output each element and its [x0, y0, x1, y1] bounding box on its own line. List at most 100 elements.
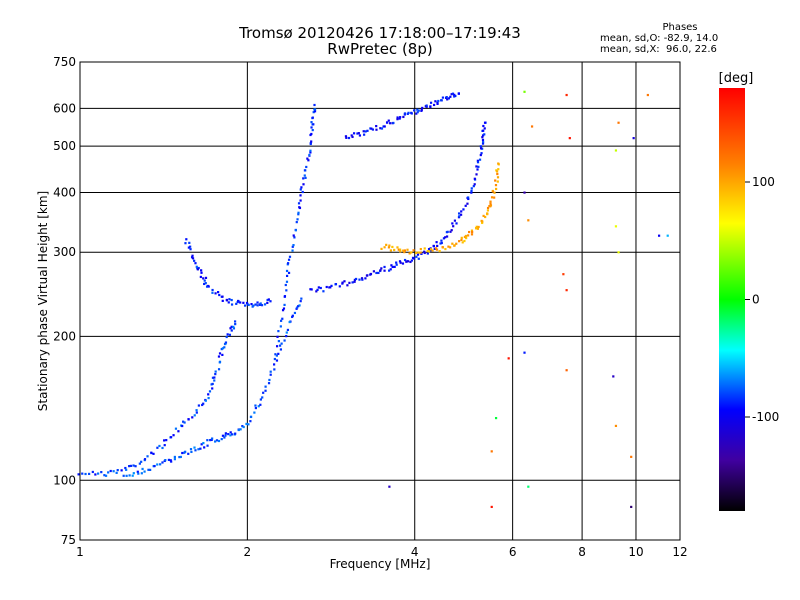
echo-point: [391, 245, 394, 249]
echo-point: [476, 227, 480, 230]
echo-point: [128, 465, 131, 468]
echo-point: [325, 285, 328, 289]
colorbar-tick-label: 100: [752, 175, 775, 189]
x-tick-label: 2: [244, 545, 252, 559]
echo-point: [292, 244, 295, 247]
echo-point: [453, 219, 457, 222]
echo-point: [396, 118, 399, 121]
y-tick-label: 300: [53, 245, 76, 259]
echo-point: [440, 241, 443, 245]
scatter-point: [630, 505, 633, 509]
echo-point: [476, 161, 480, 164]
echo-point: [153, 464, 156, 468]
echo-point: [245, 422, 248, 426]
echo-point: [475, 165, 478, 168]
echo-point: [490, 196, 494, 199]
echo-point: [243, 304, 247, 307]
echo-point: [285, 289, 288, 292]
echo-point: [229, 431, 232, 434]
echo-point: [429, 249, 432, 252]
echo-point: [449, 230, 452, 233]
echo-point: [195, 409, 198, 412]
echo-point: [274, 353, 277, 356]
echo-point: [396, 116, 399, 119]
scatter-point: [565, 289, 568, 292]
echo-point: [420, 109, 423, 112]
echo-point: [460, 238, 463, 242]
grid-lines: [80, 62, 680, 540]
echo-point: [463, 239, 466, 243]
echo-point: [380, 247, 383, 250]
echo-point: [247, 303, 250, 307]
echo-point: [225, 335, 228, 339]
x-tick-label: 8: [578, 545, 586, 559]
echo-point: [389, 268, 392, 271]
echo-point: [371, 128, 375, 131]
echo-point: [379, 269, 382, 272]
echo-point: [229, 434, 232, 437]
echo-point: [125, 474, 128, 477]
echo-point: [480, 152, 483, 155]
echo-point: [161, 446, 164, 450]
scatter-point: [388, 485, 391, 488]
echo-point: [230, 298, 233, 302]
echo-point: [369, 272, 373, 276]
x-tick-label: 1: [76, 545, 84, 559]
echo-point: [454, 94, 457, 98]
echo-point: [350, 134, 353, 137]
echo-point: [476, 159, 479, 162]
echo-point: [213, 376, 216, 379]
echo-point: [363, 133, 366, 136]
echo-point: [412, 257, 416, 260]
echo-point: [214, 372, 217, 376]
echo-point: [129, 464, 133, 467]
echo-point: [354, 277, 358, 281]
echo-point: [161, 461, 164, 464]
echo-point: [387, 119, 390, 122]
echo-point: [191, 257, 195, 260]
echo-point: [483, 121, 487, 124]
echo-point: [293, 311, 297, 315]
echo-point: [364, 277, 367, 280]
echo-point: [489, 202, 492, 205]
echo-point: [421, 106, 424, 110]
echo-point: [275, 354, 278, 357]
echo-point: [298, 206, 302, 210]
echo-point: [185, 238, 188, 241]
colorbar-label: [deg]: [719, 71, 754, 86]
echo-point: [406, 248, 409, 251]
scatter-point: [646, 93, 649, 97]
echo-point: [467, 197, 470, 201]
echo-point: [301, 190, 304, 194]
echo-point: [310, 132, 313, 136]
echo-point: [420, 252, 423, 255]
echo-point: [423, 247, 426, 250]
echo-point: [432, 103, 436, 107]
echo-point: [343, 280, 346, 283]
echo-point: [234, 432, 237, 435]
echo-point: [273, 357, 276, 361]
echo-point: [147, 468, 150, 471]
echo-point: [103, 474, 106, 477]
echo-point: [425, 104, 428, 107]
echo-point: [242, 301, 245, 304]
echo-point: [266, 301, 269, 305]
echo-point: [131, 474, 134, 477]
echo-point: [124, 466, 127, 470]
echo-point: [351, 281, 354, 284]
echo-point: [356, 132, 359, 135]
echo-point: [441, 246, 445, 249]
echo-point: [457, 212, 461, 215]
echo-point: [228, 298, 231, 301]
echo-point: [284, 283, 287, 287]
echo-point: [348, 281, 351, 284]
echo-point: [91, 470, 94, 474]
echo-point: [399, 248, 402, 251]
echo-point: [397, 248, 400, 251]
echo-point: [200, 269, 203, 272]
echo-point: [261, 396, 264, 399]
y-tick-label: 400: [53, 185, 76, 199]
echo-point: [366, 129, 369, 132]
scatter-point: [565, 369, 568, 372]
echo-point: [112, 470, 115, 473]
